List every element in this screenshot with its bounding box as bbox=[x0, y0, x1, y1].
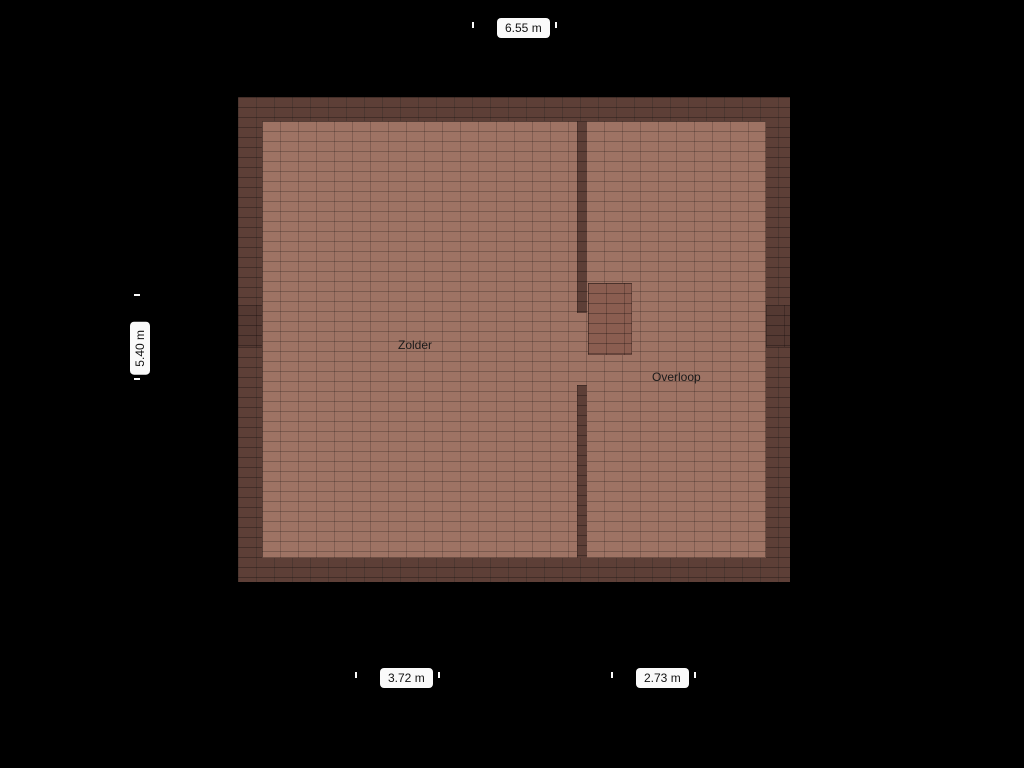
dim-bottom1-tick-right bbox=[438, 672, 440, 678]
dim-bottom1-label: 3.72 m bbox=[380, 668, 433, 688]
dim-top-label: 6.55 m bbox=[497, 18, 550, 38]
partition-lower bbox=[577, 385, 587, 558]
wall-notch-right bbox=[766, 305, 790, 347]
dim-left-tick-bottom bbox=[134, 378, 140, 380]
dim-bottom2-tick-left bbox=[611, 672, 613, 678]
room-label-zolder: Zolder bbox=[398, 338, 432, 352]
plan-floor: Zolder Overloop bbox=[262, 121, 766, 558]
wall-notch-left bbox=[238, 305, 262, 347]
dim-left-label: 5.40 m bbox=[130, 322, 150, 375]
room-label-overloop: Overloop bbox=[652, 370, 701, 384]
dim-top-tick-right bbox=[555, 22, 557, 28]
floor-plan-stage: 6.55 m 5.40 m Zolder Overloop 3.72 m 2.7… bbox=[0, 0, 1024, 768]
dim-bottom1-tick-left bbox=[355, 672, 357, 678]
dim-bottom2-tick-right bbox=[694, 672, 696, 678]
dim-top-tick-left bbox=[472, 22, 474, 28]
dim-left-tick-top bbox=[134, 294, 140, 296]
dim-bottom2-label: 2.73 m bbox=[636, 668, 689, 688]
stair-block bbox=[588, 283, 632, 355]
partition-upper bbox=[577, 121, 587, 313]
plan-outer-wall: Zolder Overloop bbox=[238, 97, 790, 582]
